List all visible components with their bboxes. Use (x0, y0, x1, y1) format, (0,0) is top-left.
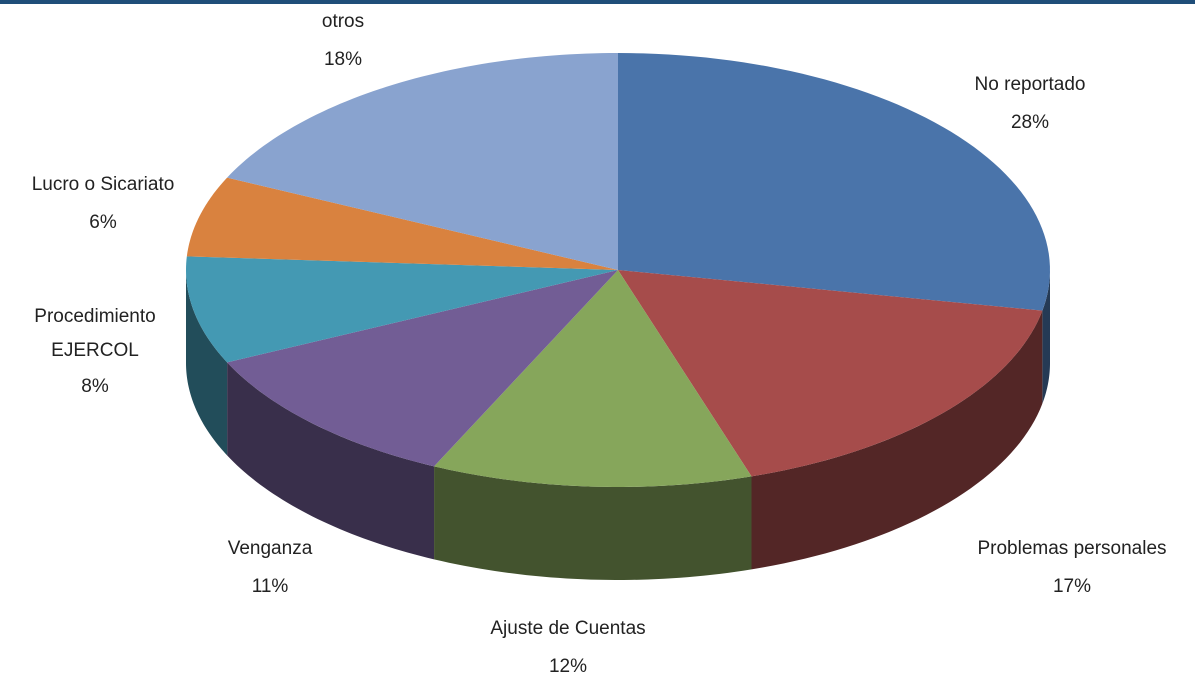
value-label: 28% (1010, 112, 1050, 133)
data-label: Problemas personales 17% (977, 530, 1166, 606)
data-label: Venganza 11% (228, 530, 313, 606)
slice (618, 270, 1043, 477)
value-label: 12% (548, 656, 588, 673)
slice (186, 256, 618, 363)
slice-side (434, 466, 752, 580)
top-border (0, 0, 1195, 4)
slice-side (751, 310, 1043, 570)
category-label: Problemas personales (977, 538, 1167, 559)
data-label: Ajuste de Cuentas 12% (490, 610, 645, 673)
slice-side (186, 270, 228, 456)
value-label: 6% (89, 212, 117, 233)
data-label: Lucro o Sicariato 6% (32, 166, 175, 242)
slice (618, 53, 1050, 311)
slice-side (1042, 270, 1050, 404)
category-label: Lucro o Sicariato (31, 174, 175, 195)
data-label: Procedimiento EJERCOL 8% (15, 300, 175, 406)
category-label: Procedimiento EJERCOL (34, 306, 156, 361)
category-label: Venganza (227, 538, 313, 559)
slice (227, 53, 618, 270)
value-label: 8% (81, 376, 109, 397)
slice (227, 270, 618, 467)
value-label: 18% (323, 49, 363, 70)
slice-side (227, 362, 435, 560)
value-label: 11% (251, 576, 289, 597)
slice (186, 177, 618, 270)
category-label: Ajuste de Cuentas (490, 618, 646, 639)
data-label: No reportado 28% (975, 66, 1086, 142)
slice (434, 270, 752, 487)
category-label: otros (321, 11, 365, 32)
category-label: No reportado (974, 74, 1086, 95)
value-label: 17% (1052, 576, 1092, 597)
data-label: otros 18% (322, 3, 364, 79)
